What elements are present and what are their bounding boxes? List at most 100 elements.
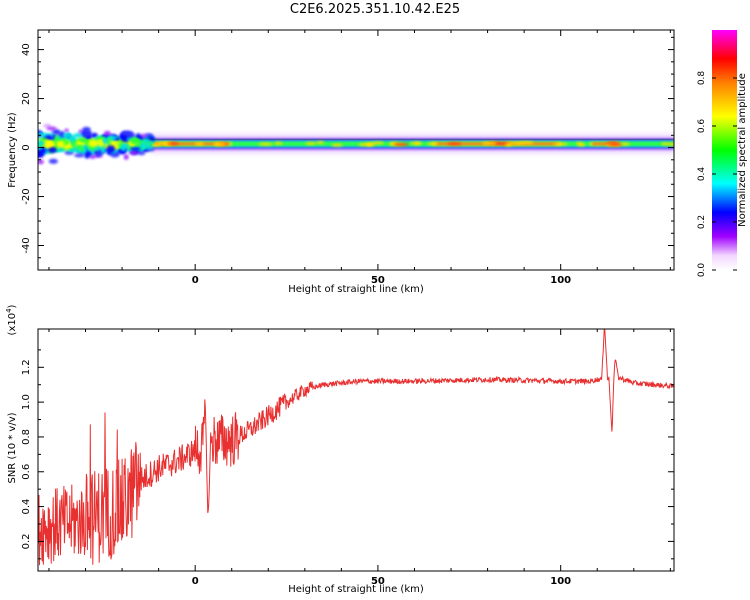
spectral-noise-blob <box>38 159 44 165</box>
y-tick-label: 0.2 <box>21 533 32 549</box>
spectral-noise-blob <box>41 143 53 148</box>
colorbar-label: Normalized spectral amplitude <box>737 73 748 227</box>
spectral-noise-blob <box>64 128 69 133</box>
spectral-noise-blob <box>38 132 47 137</box>
spectrogram-heatmap <box>38 123 674 165</box>
spectral-noise-blob <box>90 132 99 139</box>
spectral-blob <box>447 142 462 146</box>
spectral-blob <box>661 142 670 146</box>
spectral-peak-segment <box>153 143 230 145</box>
spectral-noise-blob <box>123 154 129 160</box>
y-tick-label: 0.6 <box>21 464 32 480</box>
spectral-noise-blob <box>122 130 134 137</box>
spectral-noise-blob <box>129 150 138 155</box>
snr-frame <box>37 328 675 572</box>
colorbar-tick-label: 0.0 <box>697 263 707 278</box>
spectral-noise-blob <box>109 141 121 145</box>
spectral-blob <box>608 143 623 147</box>
spectral-noise-blob <box>137 151 146 156</box>
y-tick-label: -20 <box>21 188 32 204</box>
colorbar-gradient <box>712 30 737 270</box>
x-tick-label: 50 <box>371 576 385 587</box>
spectral-blob <box>518 141 534 145</box>
x-tick-label: 50 <box>371 275 385 286</box>
spectral-blob <box>553 142 569 146</box>
spectral-blob <box>167 142 180 146</box>
colorbar-tick-label: 0.6 <box>697 119 707 134</box>
spectral-noise-blob <box>56 140 65 148</box>
spectral-noise-blob <box>79 137 87 143</box>
spectrogram-frame <box>37 29 675 271</box>
spectral-blob <box>305 141 317 145</box>
colorbar-tick-label: 0.8 <box>697 71 707 86</box>
spectral-blob <box>393 142 409 146</box>
spectral-noise-blob <box>130 138 141 144</box>
spectral-noise-blob <box>82 126 91 132</box>
spectral-blob <box>213 142 227 146</box>
spectrogram-y-axis-label: Frequency (Hz) <box>7 112 18 188</box>
spectral-noise-blob <box>62 132 72 139</box>
y-tick-label: 0.8 <box>21 429 32 445</box>
spectral-noise-blob <box>76 145 83 150</box>
spectral-blob <box>316 141 325 145</box>
spectral-blob <box>258 142 274 146</box>
spectral-noise-blob <box>119 143 128 152</box>
spectral-noise-blob <box>86 151 91 156</box>
spectrogram-panel: 0 50 100 -40 -20 0 20 40 Height of straight lin… <box>7 29 675 295</box>
spectral-noise-blob <box>43 123 52 128</box>
snr-y-scale-note: (x104) <box>5 304 18 335</box>
spectral-noise-blob <box>108 135 119 140</box>
spectral-noise-blob <box>48 158 58 164</box>
y-tick-label: 20 <box>21 92 32 105</box>
spectral-noise-blob <box>140 133 147 140</box>
y-tick-label: 40 <box>21 43 32 56</box>
y-tick-label: 0.4 <box>21 499 32 515</box>
spectral-noise-blob <box>38 140 45 147</box>
spectral-noise-blob <box>140 144 150 148</box>
spectral-noise-blob <box>78 129 83 133</box>
snr-ticks: 0 50 100 0.2 0.4 0.6 0.8 1.0 1.2 <box>21 329 674 587</box>
colorbar-tick-label: 0.4 <box>697 167 707 182</box>
snr-x-axis-label: Height of straight line (km) <box>288 584 424 595</box>
snr-panel: 0 50 100 0.2 0.4 0.6 0.8 1.0 1.2 Height of strai… <box>5 304 675 595</box>
spectral-noise-blob <box>71 140 77 147</box>
x-tick-label: 0 <box>192 576 199 587</box>
spectral-blob <box>194 142 205 146</box>
spectral-blob <box>504 143 513 147</box>
x-tick-label: 100 <box>550 576 571 587</box>
spectral-noise-blob <box>51 129 60 134</box>
y-tick-label: 0 <box>21 144 32 150</box>
spectral-noise-blob <box>46 126 57 131</box>
y-tick-label: -40 <box>21 237 32 253</box>
spectral-blob <box>426 142 439 146</box>
spectral-noise-blob <box>130 147 141 151</box>
colorbar-tick-label: 0.2 <box>697 215 707 229</box>
spectrogram-ticks: 0 50 100 -40 -20 0 20 40 <box>21 30 674 286</box>
spectral-blob <box>620 142 630 146</box>
spectrogram-x-axis-label: Height of straight line (km) <box>288 284 424 295</box>
spectral-noise-blob <box>106 145 116 154</box>
spectral-blob <box>274 141 283 145</box>
snr-y-axis-label: SNR (10 * v/v) <box>7 412 18 483</box>
y-tick-label: 1.2 <box>21 359 32 375</box>
y-tick-label: 1.0 <box>21 394 32 410</box>
spectral-blob <box>668 142 674 146</box>
spectral-blob <box>414 141 423 145</box>
spectral-blob <box>357 143 373 147</box>
snr-series-line <box>38 329 674 566</box>
page-title: C2E6.2025.351.10.42.E25 <box>289 2 461 17</box>
spectral-blob <box>577 143 586 147</box>
spectral-peak-segment <box>591 143 618 145</box>
spectral-noise-blob <box>95 149 101 157</box>
spectral-noise-blob <box>102 137 108 144</box>
spectral-noise-blob <box>89 154 96 159</box>
spectral-blob <box>331 143 343 147</box>
spectral-noise-blob <box>103 130 111 136</box>
x-tick-label: 0 <box>192 275 199 286</box>
spectral-noise-blob <box>73 132 84 138</box>
colorbar: 0.0 0.2 0.4 0.6 0.8 Normalized spectral ampl… <box>697 30 748 277</box>
x-tick-label: 100 <box>550 275 571 286</box>
spectral-noise-blob <box>38 146 43 150</box>
spectral-noise-blob <box>88 139 99 147</box>
